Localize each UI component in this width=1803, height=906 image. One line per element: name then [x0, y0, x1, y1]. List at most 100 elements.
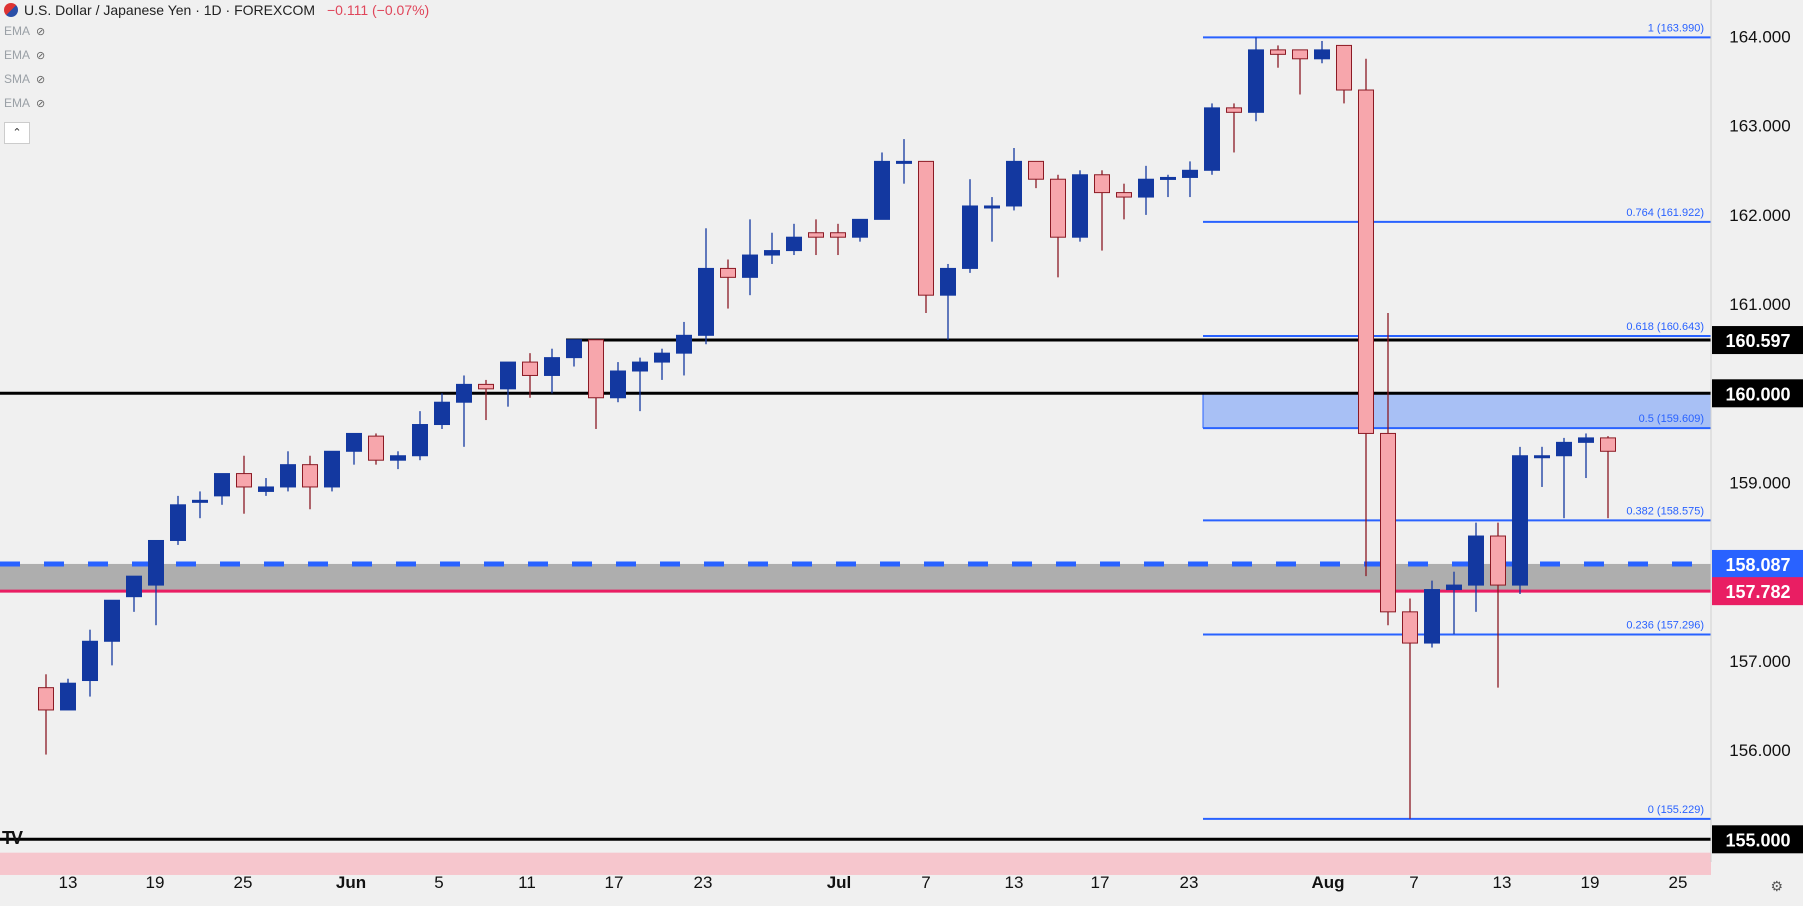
eye-off-icon[interactable]: ⊘ [36, 25, 46, 38]
indicator-row-1[interactable]: EMA ⊘ [4, 24, 45, 38]
level-badge-label: 157.782 [1725, 582, 1790, 602]
y-tick-label: 164.000 [1729, 28, 1790, 47]
candle-body [1446, 584, 1462, 591]
indicator-row-4[interactable]: EMA ⊘ [4, 96, 45, 110]
level-badge-label: 160.597 [1725, 331, 1790, 351]
candle-body [126, 575, 142, 598]
y-tick-label: 162.000 [1729, 206, 1790, 225]
candle-body [302, 464, 318, 488]
tradingview-logo[interactable]: TV [2, 828, 23, 848]
x-tick-label: Aug [1311, 873, 1344, 892]
fib-label: 0 (155.229) [1648, 804, 1704, 816]
candle-body [588, 339, 604, 399]
x-tick-label: 25 [234, 873, 253, 892]
candle-body [940, 267, 956, 296]
candle-body [170, 504, 186, 541]
indicator-label: EMA [4, 24, 31, 38]
candle-body [82, 640, 98, 682]
candle-body [1490, 535, 1506, 586]
candle-body [830, 232, 846, 238]
indicator-label: EMA [4, 48, 31, 62]
chevron-up-icon[interactable]: ⌃ [4, 122, 30, 144]
grey-zone [0, 563, 1711, 592]
candle-body [1380, 432, 1396, 613]
y-tick-label: 156.000 [1729, 741, 1790, 760]
level-badge [1712, 379, 1803, 408]
candle-body [280, 464, 296, 488]
x-tick-label: 13 [59, 873, 78, 892]
candle-body [632, 361, 648, 372]
candle-body [720, 267, 736, 278]
level-badge-label: 155.000 [1725, 830, 1790, 850]
candle-body [368, 435, 384, 461]
y-tick-label: 161.000 [1729, 295, 1790, 314]
candle-body [192, 499, 208, 503]
candle-body [478, 383, 494, 390]
blue-zone [1203, 393, 1711, 429]
indicator-row-2[interactable]: EMA ⊘ [4, 48, 45, 62]
x-tick-label: 19 [146, 873, 165, 892]
fib-label: 0.236 (157.296) [1626, 619, 1704, 631]
candle-body [1072, 174, 1088, 238]
candle-body [610, 370, 626, 399]
candle-body [742, 254, 758, 278]
candle-body [1270, 49, 1286, 55]
candle-body [522, 361, 538, 376]
level-badge [1712, 326, 1803, 355]
x-tick-label: 23 [1180, 873, 1199, 892]
settings-icon[interactable]: ⚙ [1770, 878, 1783, 894]
indicator-label: SMA [4, 72, 31, 86]
candle-body [324, 450, 340, 488]
eye-off-icon[interactable]: ⊘ [36, 49, 46, 62]
candle-body [346, 432, 362, 452]
fib-label: 0.618 (160.643) [1626, 321, 1704, 333]
candle-body [434, 401, 450, 426]
candle-body [808, 232, 824, 238]
symbol-title[interactable]: U.S. Dollar / Japanese Yen · 1D · FOREXC… [24, 2, 315, 18]
x-tick-label: Jun [336, 873, 366, 892]
candle-body [500, 361, 516, 390]
candle-body [1226, 107, 1242, 113]
y-tick-label: 159.000 [1729, 474, 1790, 493]
level-badge-label: 160.000 [1725, 384, 1790, 404]
candle-body [962, 205, 978, 269]
candle-body [1204, 107, 1220, 171]
candle-body [1534, 455, 1550, 459]
candle-body [566, 339, 582, 359]
fib-label: 0.382 (158.575) [1626, 505, 1704, 517]
price-change: −0.111 (−0.07%) [327, 2, 430, 18]
level-badge [1712, 549, 1803, 578]
x-tick-label: 25 [1669, 873, 1688, 892]
candle-body [1050, 178, 1066, 238]
eye-off-icon[interactable]: ⊘ [36, 97, 46, 110]
currency-flag-icon [4, 3, 18, 17]
candle-body [1006, 160, 1022, 207]
indicator-row-3[interactable]: SMA ⊘ [4, 72, 45, 86]
level-badge [1712, 577, 1803, 606]
x-tick-label: 7 [921, 873, 930, 892]
candle-body [984, 205, 1000, 209]
y-tick-label: 157.000 [1729, 652, 1790, 671]
candle-body [1600, 437, 1616, 452]
x-tick-label: 7 [1409, 873, 1418, 892]
candle-body [1578, 437, 1594, 443]
candle-body [60, 682, 76, 711]
candle-body [456, 383, 472, 403]
x-tick-label: Jul [827, 873, 852, 892]
candle-body [676, 334, 692, 354]
x-tick-label: 5 [434, 873, 443, 892]
candle-body [1468, 535, 1484, 586]
candle-body [236, 473, 252, 488]
candle-body [104, 599, 120, 642]
candle-body [1358, 89, 1374, 434]
eye-off-icon[interactable]: ⊘ [36, 73, 46, 86]
candle-body [1314, 49, 1330, 60]
indicator-label: EMA [4, 96, 31, 110]
candle-body [1556, 441, 1572, 457]
candle-body [874, 160, 890, 220]
candle-body [896, 160, 912, 164]
candle-body [390, 455, 406, 461]
candle-body [38, 687, 54, 711]
